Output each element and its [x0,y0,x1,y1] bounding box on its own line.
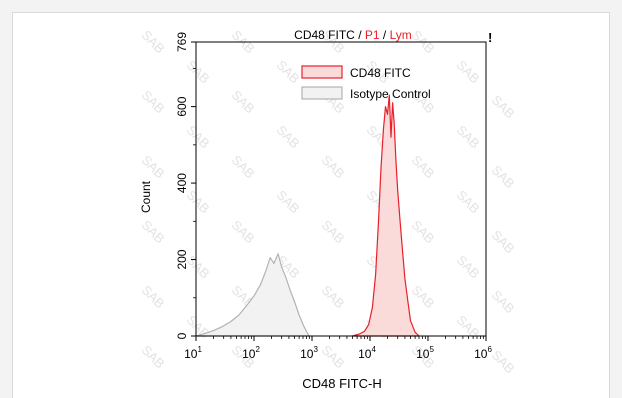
watermark-text: SAB [409,217,438,246]
watermark-text: SAB [319,152,348,181]
watermark-text: SAB [489,92,518,121]
y-tick-label: 769 [175,32,189,52]
y-tick-label: 600 [175,96,189,116]
watermark-text: SAB [319,282,348,311]
watermark-text: SAB [489,162,518,191]
series-layer [195,94,420,337]
watermark-text: SAB [409,152,438,181]
watermark-text: SAB [184,122,213,151]
x-tick-label: 101 [184,345,202,361]
x-tick-label: 104 [358,345,376,361]
x-tick-label: 106 [474,345,492,361]
watermark-text: SAB [139,152,168,181]
legend-label: Isotype Control [350,87,431,101]
legend: CD48 FITC Isotype Control [301,65,431,101]
watermark-text: SAB [454,252,483,281]
watermark-text: SAB [454,57,483,86]
x-tick-label: 102 [242,345,260,361]
watermark-text: SAB [454,187,483,216]
y-tick-label: 400 [175,173,189,193]
watermark-text: SAB [139,282,168,311]
x-axis-label: CD48 FITC-H [302,376,381,391]
plot-frame [195,41,487,337]
watermark-text: SAB [139,27,168,56]
legend-swatch [301,65,343,79]
watermark-text: SAB [274,187,303,216]
series-isotype-control-area [195,253,310,337]
y-tick-label: 0 [175,332,189,339]
watermark-text: SAB [319,342,348,371]
watermark-text: SAB [184,57,213,86]
y-tick-label: 200 [175,249,189,269]
legend-swatch [301,86,343,100]
top-right-marker: ! [488,30,492,45]
y-axis-label: Count [139,180,153,213]
x-tick-label: 105 [416,345,434,361]
watermark-text: SAB [229,152,258,181]
watermark-text: SAB [454,122,483,151]
watermark-text: SAB [229,217,258,246]
x-tick-label: 103 [300,345,318,361]
legend-label: CD48 FITC [350,66,411,80]
watermark-text: SAB [229,87,258,116]
series-cd48-fitc-area [351,94,420,337]
watermark-text: SAB [489,227,518,256]
watermark-text: SAB [139,87,168,116]
chart-title: CD48 FITC / P1 / Lym [294,28,412,42]
watermark-text: SAB [139,217,168,246]
watermark-text: SAB [274,57,303,86]
axes: 101 102 103 104 105 106 0 200 400 600 769 [175,32,492,361]
watermark-text: SAB [274,122,303,151]
watermark-text: SAB [139,342,168,371]
watermark-text: SAB [409,282,438,311]
watermark-text: SAB [489,287,518,316]
watermark-text: SAB [489,347,518,376]
watermark-text: SAB [319,217,348,246]
